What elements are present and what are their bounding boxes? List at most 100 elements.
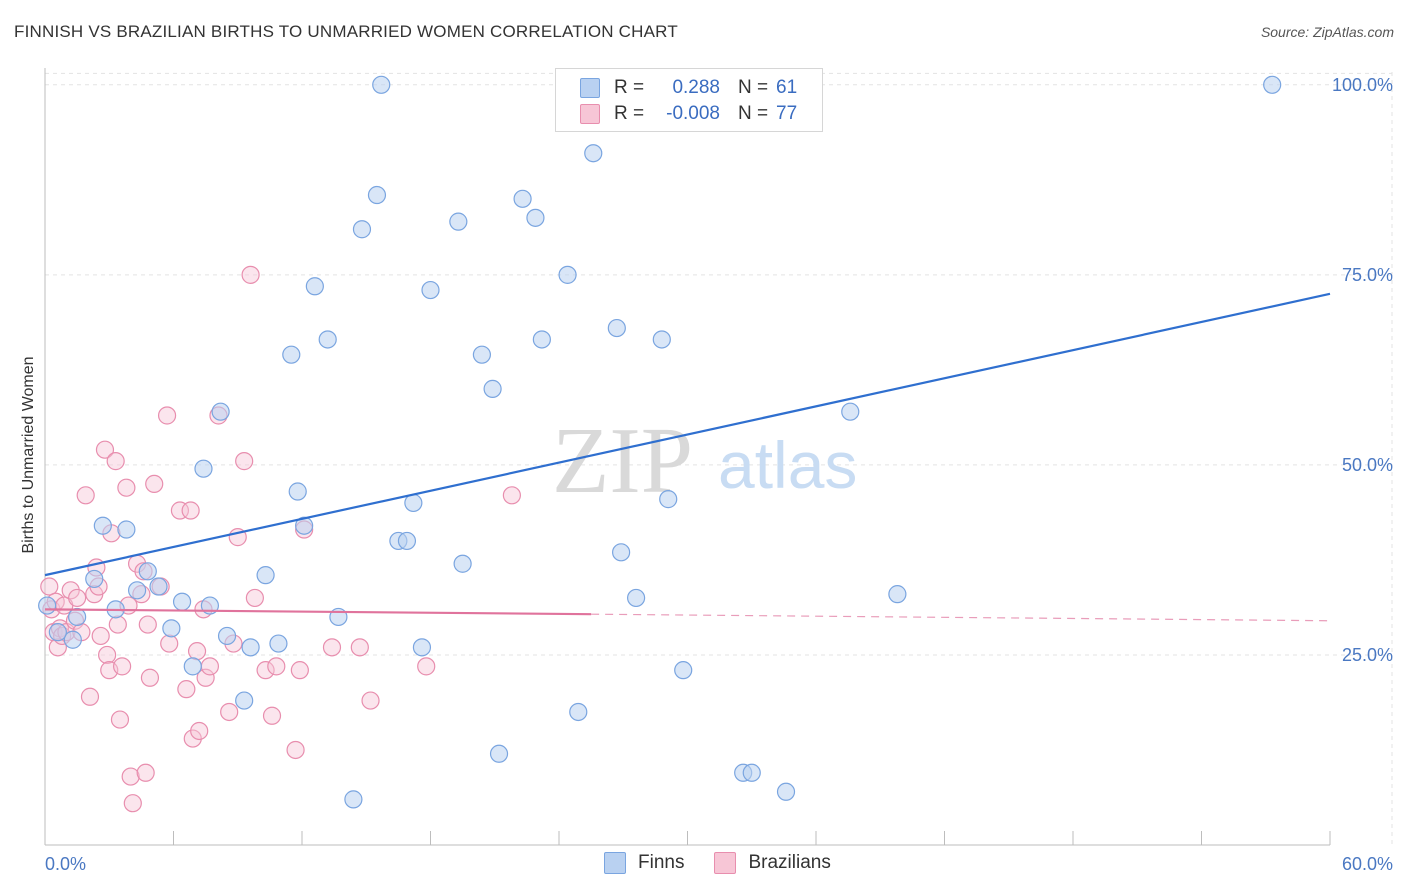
bottom-legend: Finns Brazilians bbox=[604, 852, 861, 874]
brazilians-point bbox=[160, 634, 179, 653]
brazilians-point bbox=[196, 668, 215, 687]
finns-trend-line bbox=[44, 292, 1331, 577]
finns-point bbox=[659, 490, 678, 509]
finns-point bbox=[652, 330, 671, 349]
trend-lines bbox=[44, 292, 1331, 622]
brazilians-point bbox=[241, 265, 260, 284]
brazilians-point bbox=[140, 668, 160, 687]
grid-layer bbox=[45, 72, 1393, 845]
finns-n-label: N = bbox=[738, 77, 769, 98]
brazilians-point bbox=[245, 588, 264, 608]
brazilians-point bbox=[235, 452, 254, 471]
finns-point bbox=[241, 638, 260, 657]
y-tick-label: 100.0% bbox=[1332, 75, 1393, 95]
brazilians-point bbox=[262, 706, 282, 725]
brazilians-point bbox=[322, 638, 342, 657]
finns-point bbox=[344, 790, 363, 809]
finns-point bbox=[404, 493, 423, 513]
brazilians-point bbox=[170, 501, 190, 520]
finns-point bbox=[93, 516, 112, 535]
finns-point bbox=[626, 588, 646, 608]
brazilians-trend-line bbox=[44, 608, 592, 616]
brazilians-legend-swatch-icon bbox=[714, 852, 737, 874]
finns-point bbox=[584, 144, 603, 163]
finns-point bbox=[841, 402, 860, 421]
finns-points bbox=[38, 75, 1282, 809]
brazilians-point bbox=[267, 657, 286, 676]
finns-point bbox=[776, 782, 796, 801]
brazilians-point bbox=[98, 645, 117, 665]
finns-point bbox=[63, 630, 82, 649]
brazilians-point bbox=[112, 657, 132, 676]
brazilians-point bbox=[108, 615, 127, 634]
brazilians-n-label: N = bbox=[738, 103, 769, 124]
legend-row-brazilians: R = -0.008 N = 77 bbox=[580, 102, 797, 126]
finns-point bbox=[888, 585, 907, 604]
finns-point bbox=[532, 330, 551, 349]
legend: R = 0.288 N = 61 R = -0.008 N = 77 bbox=[555, 68, 823, 132]
finns-point bbox=[449, 212, 468, 231]
brazilians-point bbox=[61, 581, 80, 600]
chart-source: Source: ZipAtlas.com bbox=[1260, 24, 1394, 40]
finns-point bbox=[489, 744, 509, 763]
finns-point bbox=[256, 566, 275, 585]
finns-point bbox=[138, 562, 157, 581]
finns-point bbox=[162, 619, 181, 638]
brazilians-point bbox=[290, 661, 309, 680]
finns-point bbox=[397, 531, 417, 551]
brazilians-point bbox=[350, 638, 369, 657]
brazilians-point bbox=[286, 740, 305, 760]
brazilians-point bbox=[177, 680, 196, 699]
finns-point bbox=[68, 607, 87, 627]
finns-point bbox=[607, 318, 626, 338]
y-tick-label: 25.0% bbox=[1342, 645, 1393, 665]
brazilians-point bbox=[181, 501, 200, 520]
finns-point bbox=[194, 459, 213, 478]
finns-point bbox=[558, 265, 577, 284]
brazilians-point bbox=[200, 657, 220, 676]
x-tick-label-min: 0.0% bbox=[45, 854, 86, 874]
finns-point bbox=[183, 657, 202, 676]
y-tick-label: 75.0% bbox=[1342, 265, 1393, 285]
finns-swatch-icon bbox=[580, 78, 600, 98]
brazilians-point bbox=[361, 691, 380, 710]
finns-point bbox=[483, 379, 502, 398]
finns-point bbox=[295, 516, 314, 535]
brazilians-swatch-icon bbox=[580, 104, 600, 124]
finns-point bbox=[569, 702, 588, 722]
finns-point bbox=[269, 634, 288, 653]
brazilians-point bbox=[136, 763, 155, 782]
brazilians-legend-label: Brazilians bbox=[748, 852, 831, 873]
finns-point bbox=[38, 596, 57, 615]
watermark: ZIP atlas bbox=[552, 409, 857, 513]
finns-point bbox=[217, 626, 237, 646]
finns-point bbox=[318, 330, 337, 349]
brazilians-point bbox=[68, 588, 87, 608]
finns-point bbox=[453, 554, 472, 573]
finns-r-value: 0.288 bbox=[672, 77, 720, 98]
finns-point bbox=[367, 185, 387, 205]
brazilians-point bbox=[76, 486, 95, 505]
brazilians-point bbox=[187, 642, 207, 661]
finns-r-label: R = bbox=[614, 77, 645, 98]
finns-point bbox=[48, 623, 67, 642]
brazilians-point bbox=[110, 710, 130, 729]
finns-point bbox=[85, 569, 104, 589]
brazilians-point bbox=[190, 721, 209, 741]
brazilians-point bbox=[138, 615, 157, 634]
brazilians-point bbox=[417, 657, 436, 676]
finns-point bbox=[674, 661, 693, 680]
finns-legend-label: Finns bbox=[638, 852, 685, 873]
brazilians-point bbox=[80, 687, 100, 706]
brazilians-point bbox=[502, 486, 521, 505]
finns-point bbox=[421, 280, 440, 300]
brazilians-point bbox=[106, 452, 125, 471]
brazilians-point bbox=[91, 626, 110, 646]
finns-point bbox=[127, 581, 147, 600]
finns-n-value: 61 bbox=[776, 77, 798, 98]
finns-point bbox=[288, 482, 307, 501]
bottom-legend-brazilians[interactable]: Brazilians bbox=[714, 852, 831, 874]
y-tick-label: 50.0% bbox=[1342, 455, 1393, 475]
bottom-legend-finns[interactable]: Finns bbox=[604, 852, 684, 874]
